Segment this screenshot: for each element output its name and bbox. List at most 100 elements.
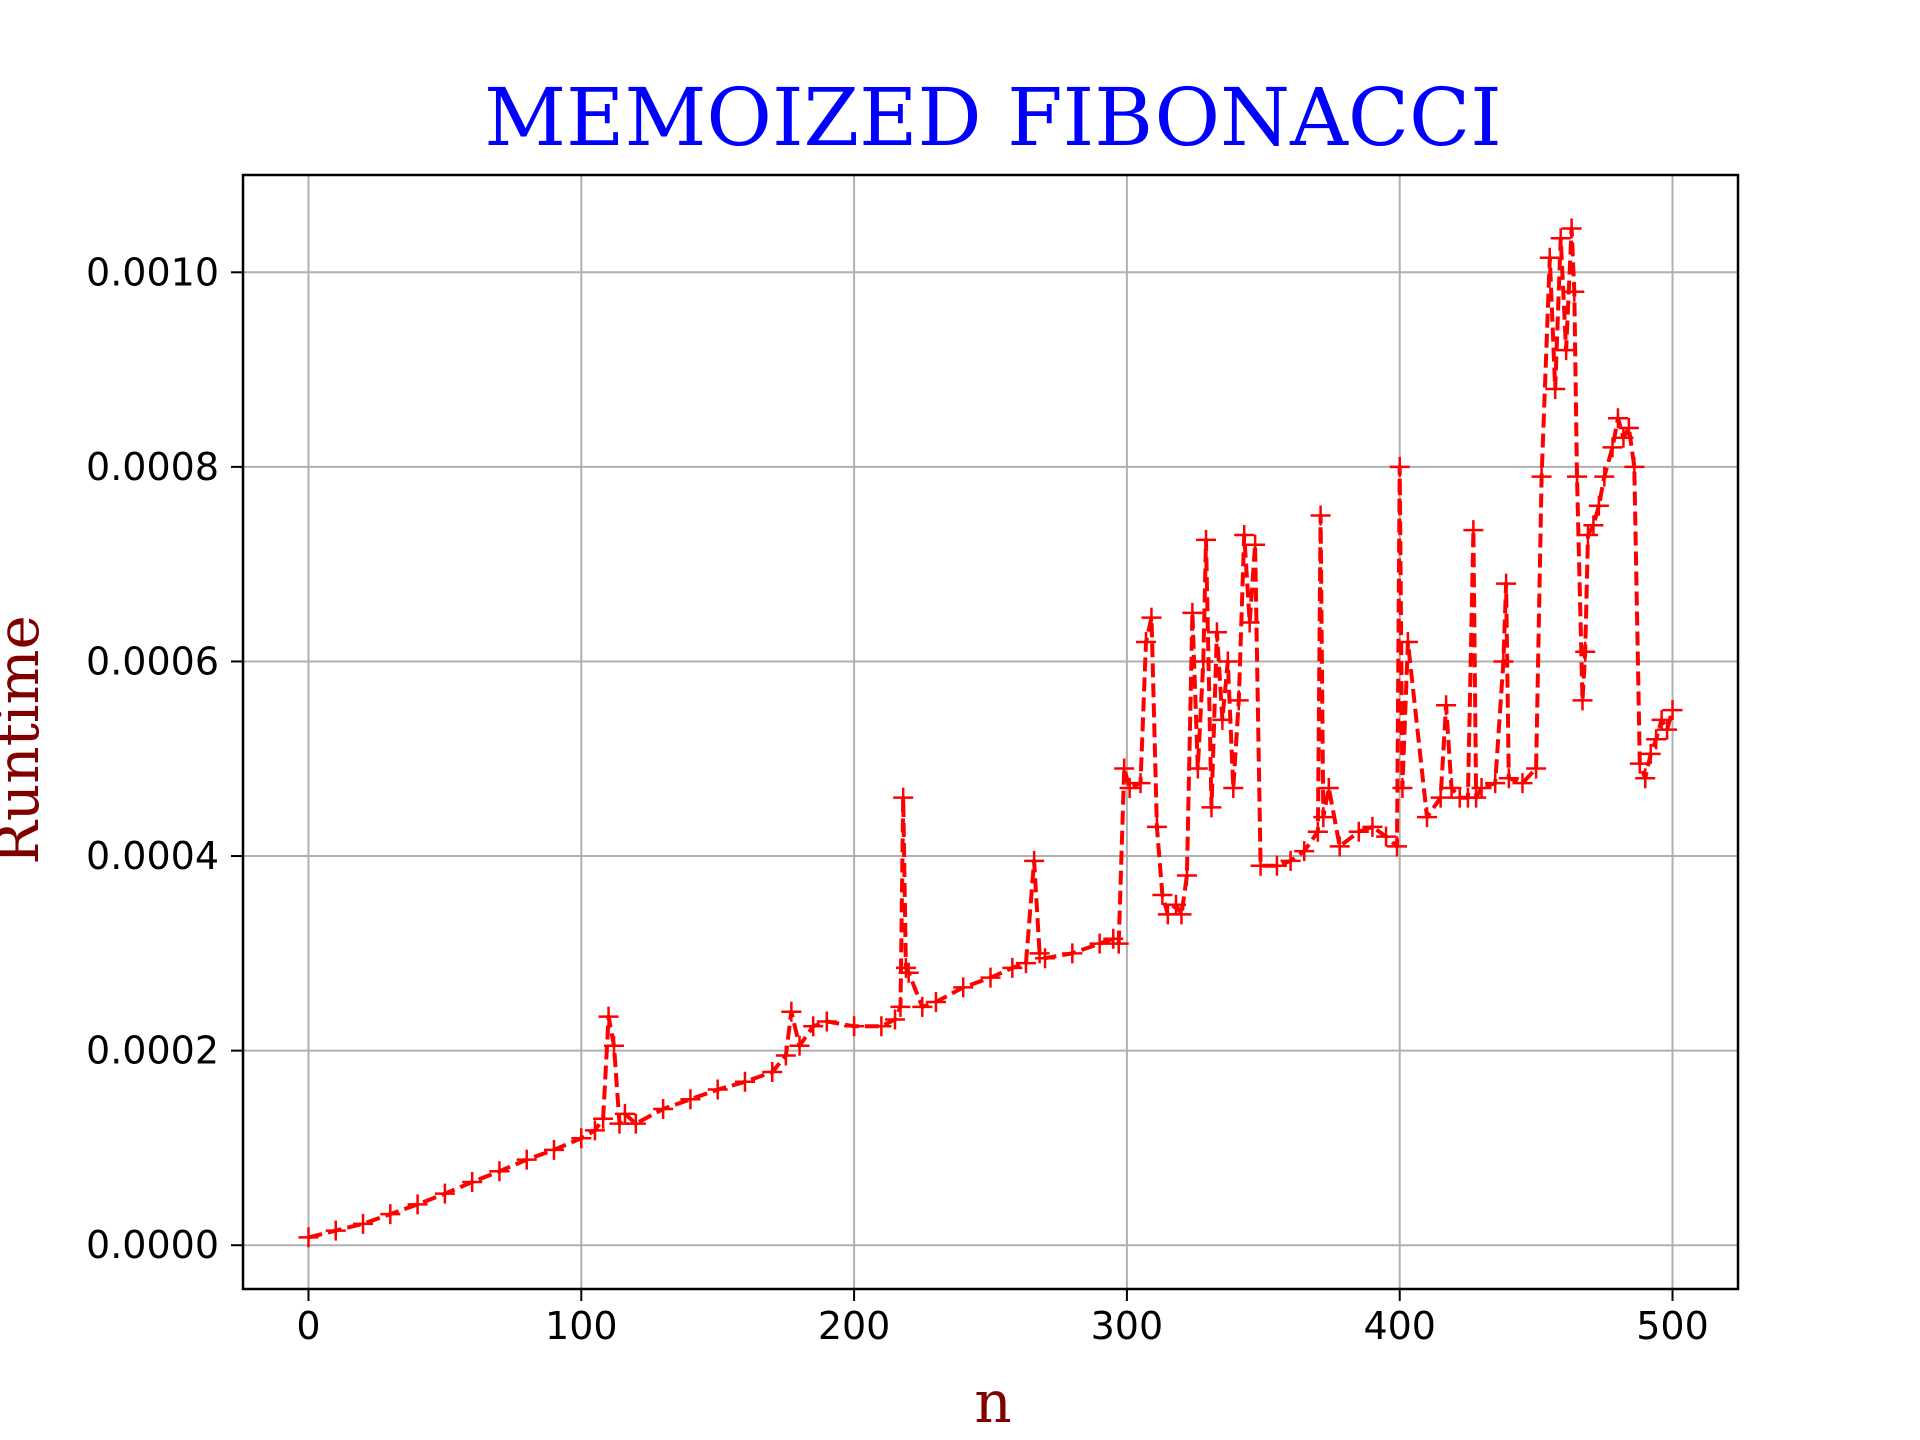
data-point-marker (1187, 758, 1208, 779)
data-point-marker (571, 1128, 592, 1149)
data-point-marker (1583, 515, 1604, 536)
data-point-marker (1635, 768, 1656, 789)
data-point-marker (1430, 787, 1451, 808)
data-point-marker (1193, 651, 1214, 672)
tick-layer: 0 100 200 300 400 500 0.0000 0.0002 0.0004 0.0006… (86, 250, 1709, 1348)
series-layer (298, 218, 1683, 1248)
data-point-marker (1436, 695, 1457, 716)
y-tick-label: 0.0004 (86, 834, 219, 878)
data-point-marker (1062, 943, 1083, 964)
y-axis-label: Runtime (0, 615, 52, 865)
data-point-marker (1561, 218, 1582, 239)
y-tick-label: 0.0008 (86, 445, 219, 489)
y-tick-label: 0.0002 (86, 1029, 219, 1073)
data-point-marker (1588, 495, 1609, 516)
data-point-marker (1002, 957, 1023, 978)
data-point-marker (298, 1227, 319, 1248)
data-point-marker (1201, 797, 1222, 818)
data-point-marker (1496, 573, 1517, 594)
data-point-marker (1545, 379, 1566, 400)
data-point-marker (1602, 437, 1623, 458)
data-point-marker (895, 957, 916, 978)
data-point-marker (1392, 777, 1413, 798)
data-point-marker (1348, 821, 1369, 842)
plot-area-frame (241, 173, 1740, 1291)
data-point-marker (544, 1139, 565, 1160)
data-point-marker (1607, 408, 1628, 429)
data-point-marker (353, 1213, 374, 1234)
data-point-marker (1310, 505, 1331, 526)
data-point-marker (1228, 690, 1249, 711)
data-point-marker (1171, 904, 1192, 925)
data-point-marker (1313, 807, 1334, 828)
data-point-marker (781, 1001, 802, 1022)
data-point-marker (1539, 247, 1560, 268)
data-point-marker (516, 1149, 537, 1170)
data-point-marker (953, 977, 974, 998)
x-tick-label: 100 (545, 1304, 618, 1348)
data-point-marker (1386, 836, 1407, 857)
data-point-marker (1245, 534, 1266, 555)
x-tick-label: 400 (1363, 1304, 1436, 1348)
data-point-marker (1526, 758, 1547, 779)
data-point-marker (462, 1171, 483, 1192)
data-point-marker (1266, 855, 1287, 876)
data-point-marker (1441, 777, 1462, 798)
data-point-marker (1206, 622, 1227, 643)
data-point-marker (1318, 777, 1339, 798)
data-point-marker (898, 962, 919, 983)
x-tick-label: 300 (1091, 1304, 1164, 1348)
data-point-marker (734, 1071, 755, 1092)
data-point-marker (871, 1016, 892, 1037)
data-point-marker (893, 787, 914, 808)
x-axis-label: n (974, 1368, 1011, 1436)
data-point-marker (614, 1103, 635, 1124)
data-point-marker (1493, 651, 1514, 672)
data-point-marker (1362, 816, 1383, 837)
data-point-marker (489, 1161, 510, 1182)
data-point-marker (1531, 466, 1552, 487)
data-point-marker (604, 1035, 625, 1056)
data-point-marker (1376, 826, 1397, 847)
data-point-marker (775, 1045, 796, 1066)
data-point-marker (1471, 777, 1492, 798)
data-point-marker (844, 1016, 865, 1037)
data-point-marker (1397, 632, 1418, 653)
data-point-marker (1015, 953, 1036, 974)
data-point-marker (1640, 743, 1661, 764)
data-point-marker (803, 1016, 824, 1037)
data-point-marker (680, 1089, 701, 1110)
x-tick-label: 0 (296, 1304, 320, 1348)
data-point-marker (434, 1183, 455, 1204)
data-point-marker (1463, 520, 1484, 541)
data-point-marker (1234, 524, 1255, 545)
data-point-marker (380, 1204, 401, 1225)
data-point-marker (407, 1194, 428, 1215)
data-point-marker (1657, 719, 1678, 740)
data-point-marker (925, 991, 946, 1012)
data-point-marker (593, 1108, 614, 1129)
data-point-marker (707, 1079, 728, 1100)
data-point-marker (1182, 602, 1203, 623)
data-point-marker (1119, 777, 1140, 798)
data-point-marker (1485, 773, 1506, 794)
data-point-marker (325, 1220, 346, 1241)
data-point-marker (1662, 700, 1683, 721)
data-point-marker (1024, 850, 1045, 871)
data-point-marker (1196, 529, 1217, 550)
data-point-marker (1417, 807, 1437, 828)
data-point-marker (885, 1009, 906, 1030)
data-point-marker (1152, 884, 1173, 905)
data-point-marker (789, 1035, 810, 1056)
data-point-marker (816, 1011, 837, 1032)
data-point-marker (584, 1120, 605, 1141)
data-point-marker (890, 996, 911, 1017)
data-point-marker (1498, 768, 1519, 789)
data-point-marker (1176, 865, 1197, 886)
data-point-marker (1329, 836, 1350, 857)
data-point-marker (1136, 632, 1156, 653)
data-point-marker (1575, 641, 1596, 662)
data-point-marker (1114, 758, 1135, 779)
data-point-marker (1280, 850, 1301, 871)
